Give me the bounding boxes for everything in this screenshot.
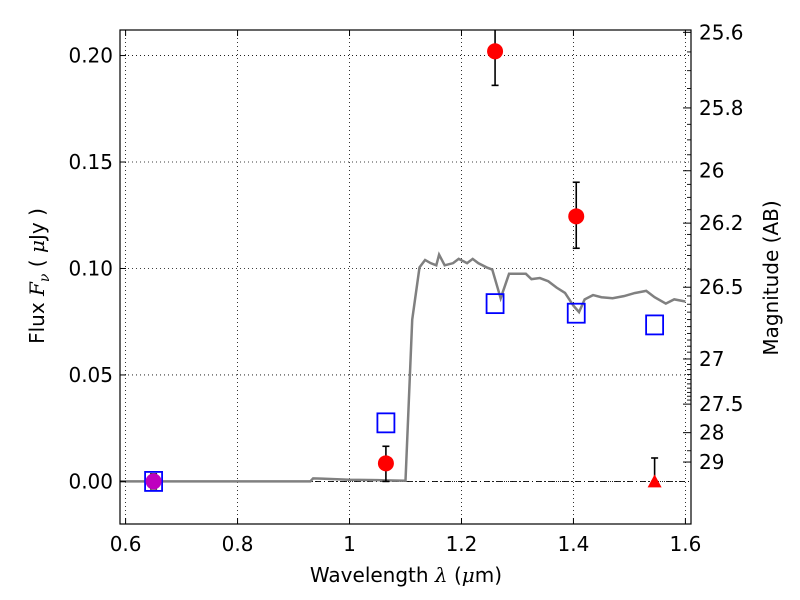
plot-frame [119, 29, 692, 525]
plot-layer [120, 30, 686, 492]
y-tick-label: 0.15 [68, 150, 113, 174]
y2-tick-label: 27 [699, 347, 724, 371]
y2-tick-label: 29 [699, 450, 724, 474]
y-tick-label: 0.00 [68, 469, 113, 493]
y2-tick-label: 26 [699, 159, 724, 183]
x-tick-label: 1.2 [446, 532, 478, 556]
y2-tick-label: 26.5 [699, 275, 744, 299]
x-axis-label: Wavelength λ (μm) [310, 563, 502, 587]
grid-layer [120, 30, 691, 524]
y2-tick-label: 26.2 [699, 211, 744, 235]
x-tick-label: 1.4 [558, 532, 590, 556]
y-tick-label: 0.10 [68, 256, 113, 280]
model-photometry-square [144, 471, 163, 492]
observed-flux-point [377, 455, 394, 472]
model-photometry-square [566, 302, 586, 324]
y2-tick-label: 25.8 [699, 96, 744, 120]
observed-flux-point [568, 208, 585, 225]
model-photometry-square [645, 314, 665, 336]
y2-tick-label: 25.6 [699, 20, 744, 44]
x-tick-label: 0.6 [110, 532, 142, 556]
axis-layer: 0.6 0.8 1 1.2 1.4 1.6 0.00 0.05 0.10 0.15 0.20 25.6… [68, 20, 743, 556]
model-photometry-square [376, 412, 396, 434]
observed-flux-point [487, 43, 504, 60]
observed-flux-point [145, 473, 162, 490]
y2-tick-label: 27.5 [699, 392, 744, 416]
model-photometry-square [485, 293, 505, 315]
y-tick-label: 0.20 [68, 44, 113, 68]
y2-axis-label: Magnitude (AB) [759, 200, 783, 355]
y2-tick-label: 28 [699, 421, 724, 445]
x-tick-label: 0.8 [222, 532, 254, 556]
upper-limit-marker [647, 474, 662, 488]
y-tick-label: 0.05 [68, 363, 113, 387]
model-spectrum-line [120, 251, 686, 483]
x-tick-label: 1 [343, 532, 356, 556]
y-axis-label: Flux Fν ( μJy ) [25, 208, 53, 344]
x-tick-label: 1.6 [669, 532, 701, 556]
